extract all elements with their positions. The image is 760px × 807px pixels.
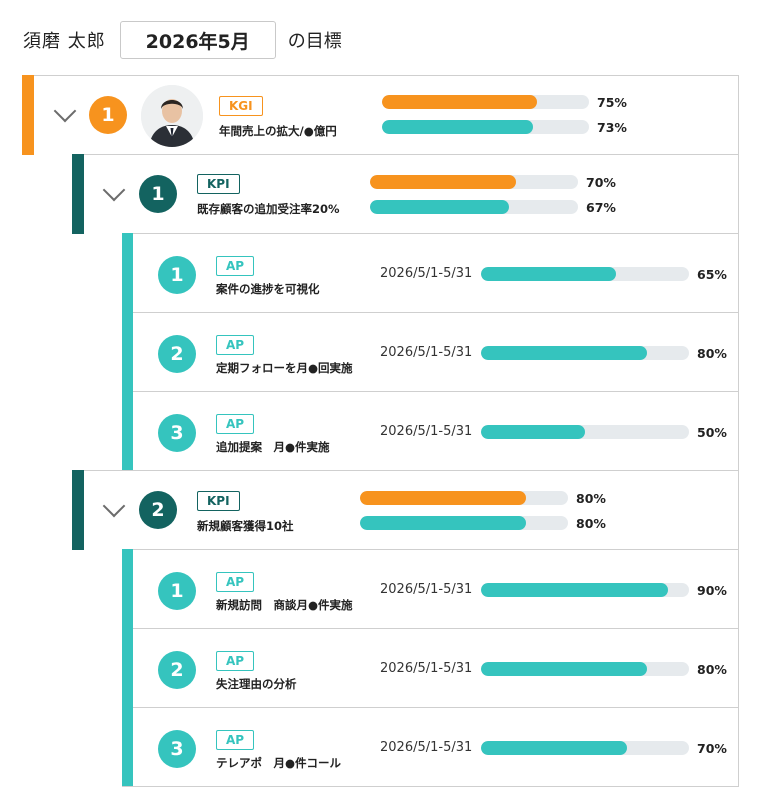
ap-progress-label: 65% (697, 267, 727, 282)
ap-tag: AP (216, 335, 255, 355)
kgi-progress-label-1: 75% (597, 95, 627, 110)
ap-progress-fill (481, 346, 648, 360)
kpi-number-badge: 1 (139, 175, 177, 213)
ap-tag: AP (216, 730, 255, 750)
ap-title: 定期フォローを月●回実施 (216, 361, 353, 375)
ap-number-badge: 1 (158, 572, 196, 610)
ap-row: 1 AP 案件の進捗を可視化 2026/5/1-5/31 65% (122, 233, 739, 313)
kpi-progress-bar-2 (370, 200, 578, 214)
kpi-progress-bar-1 (370, 175, 578, 189)
kpi-tag: KPI (197, 491, 240, 511)
ap-progress-label: 80% (697, 662, 727, 677)
ap-progress-label: 70% (697, 741, 727, 756)
ap-accent-bar (122, 549, 133, 629)
ap-accent-bar (122, 707, 133, 786)
kpi-number-badge: 2 (139, 491, 177, 529)
kpi-progress-bar-1 (360, 491, 568, 505)
ap-tag: AP (216, 572, 255, 592)
ap-tag: AP (216, 414, 255, 434)
ap-progress-label: 90% (697, 583, 727, 598)
ap-period: 2026/5/1-5/31 (380, 661, 473, 676)
kgi-progress-label-2: 73% (597, 120, 627, 135)
ap-period: 2026/5/1-5/31 (380, 424, 473, 439)
goal-suffix-label: の目標 (287, 31, 342, 52)
ap-progress-bar (481, 583, 689, 597)
kgi-row: 1 KGI 年間売上の拡大/●億円 75% 73% (22, 75, 739, 155)
ap-accent-bar (122, 312, 133, 392)
ap-number-badge: 2 (158, 651, 196, 689)
ap-row: 1 AP 新規訪問 商談月●件実施 2026/5/1-5/31 90% (122, 549, 739, 629)
ap-tag: AP (216, 651, 255, 671)
kpi-progress-label-2: 80% (576, 516, 606, 531)
ap-row: 2 AP 定期フォローを月●回実施 2026/5/1-5/31 80% (122, 312, 739, 392)
kpi-tag: KPI (197, 174, 240, 194)
ap-number-badge: 3 (158, 414, 196, 452)
ap-title: テレアポ 月●件コール (216, 756, 342, 770)
kpi-progress-label-1: 70% (586, 175, 616, 190)
ap-accent-bar (122, 233, 133, 313)
ap-title: 新規訪問 商談月●件実施 (216, 598, 353, 612)
ap-progress-fill (481, 662, 648, 676)
kgi-number-badge: 1 (89, 96, 127, 134)
kpi-progress-fill-2 (370, 200, 510, 214)
ap-progress-fill (481, 425, 585, 439)
ap-row: 3 AP テレアポ 月●件コール 2026/5/1-5/31 70% (122, 707, 739, 787)
chevron-down-icon[interactable] (53, 99, 77, 123)
kgi-title: 年間売上の拡大/●億円 (219, 124, 337, 138)
kpi-progress-bar-2 (360, 516, 568, 530)
ap-tag: AP (216, 256, 255, 276)
ap-progress-fill (481, 267, 617, 281)
chevron-down-icon[interactable] (102, 494, 126, 518)
kgi-progress-bar-1 (382, 95, 589, 109)
kpi-progress-fill-1 (360, 491, 527, 505)
kgi-progress-bar-2 (382, 120, 589, 134)
ap-progress-bar (481, 425, 689, 439)
ap-period: 2026/5/1-5/31 (380, 266, 473, 281)
kpi-progress-label-2: 67% (586, 200, 616, 215)
ap-progress-label: 50% (697, 425, 727, 440)
kgi-accent-bar (22, 75, 34, 155)
ap-accent-bar (122, 391, 133, 471)
kpi-title: 新規顧客獲得10社 (197, 519, 294, 533)
ap-accent-bar (122, 628, 133, 708)
kpi-accent-bar (72, 470, 84, 550)
person-photo-icon (141, 85, 203, 147)
ap-progress-label: 80% (697, 346, 727, 361)
ap-progress-fill (481, 741, 627, 755)
kpi-progress-fill-1 (370, 175, 516, 189)
month-selector[interactable]: 2026年5月 (119, 21, 276, 59)
kpi-accent-bar (72, 154, 84, 234)
ap-period: 2026/5/1-5/31 (380, 582, 473, 597)
ap-title: 案件の進捗を可視化 (216, 282, 320, 296)
kpi-progress-label-1: 80% (576, 491, 606, 506)
ap-number-badge: 3 (158, 730, 196, 768)
kgi-tag: KGI (219, 96, 263, 116)
kgi-progress-fill-1 (382, 95, 538, 109)
avatar (141, 85, 203, 147)
kpi-row: 2 KPI 新規顧客獲得10社 80% 80% (72, 470, 739, 550)
ap-title: 失注理由の分析 (216, 677, 297, 691)
chevron-down-icon[interactable] (102, 178, 126, 202)
ap-number-badge: 1 (158, 256, 196, 294)
ap-row: 3 AP 追加提案 月●件実施 2026/5/1-5/31 50% (122, 391, 739, 471)
ap-title: 追加提案 月●件実施 (216, 440, 330, 454)
ap-progress-bar (481, 346, 689, 360)
ap-progress-bar (481, 662, 689, 676)
ap-progress-bar (481, 267, 689, 281)
kpi-row: 1 KPI 既存顧客の追加受注率20% 70% 67% (72, 154, 739, 234)
ap-number-badge: 2 (158, 335, 196, 373)
kpi-title: 既存顧客の追加受注率20% (197, 202, 340, 216)
ap-progress-fill (481, 583, 669, 597)
ap-period: 2026/5/1-5/31 (380, 345, 473, 360)
ap-progress-bar (481, 741, 689, 755)
ap-period: 2026/5/1-5/31 (380, 740, 473, 755)
user-name: 須磨 太郎 (23, 31, 106, 52)
page-header: 須磨 太郎 2026年5月 の目標 (23, 20, 342, 60)
kgi-progress-fill-2 (382, 120, 534, 134)
ap-row: 2 AP 失注理由の分析 2026/5/1-5/31 80% (122, 628, 739, 708)
kpi-progress-fill-2 (360, 516, 527, 530)
